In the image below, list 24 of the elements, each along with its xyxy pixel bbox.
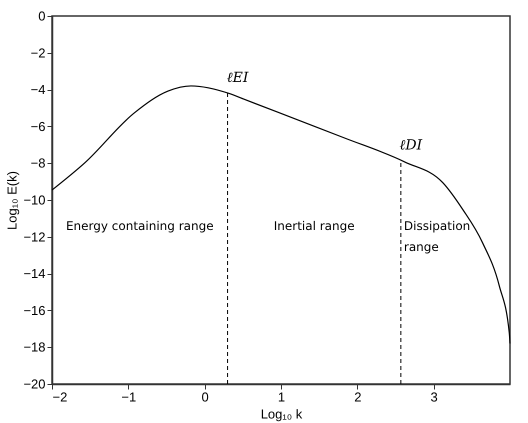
ref-line-label: ℓDI	[400, 137, 423, 154]
y-tick-label: −4	[30, 82, 46, 98]
y-tick-label: −14	[23, 266, 46, 282]
annotation: Inertial range	[274, 219, 355, 233]
x-tick-label: 2	[354, 390, 362, 404]
x-tick-label: 0	[202, 390, 209, 404]
x-tick-label: 3	[430, 390, 438, 404]
y-tick-label: −20	[23, 376, 46, 392]
y-tick-label: −18	[23, 340, 46, 355]
x-axis-title: Log₁₀ k	[260, 406, 303, 422]
y-tick-label: −8	[30, 156, 46, 171]
y-axis-title: Log₁₀ E(k)	[4, 171, 20, 230]
y-tick-label: −10	[23, 192, 46, 208]
y-tick-label: −6	[30, 118, 46, 134]
x-tick-label: −1	[121, 390, 136, 404]
y-tick-label: 0	[38, 8, 46, 24]
x-tick-label: −2	[52, 390, 68, 404]
ref-line-label: ℓEI	[226, 70, 249, 86]
y-tick-label: −2	[30, 45, 46, 60]
annotation: Dissipation range	[404, 219, 470, 254]
y-tick-label: −12	[23, 229, 46, 244]
x-tick-label: 1	[278, 390, 286, 404]
y-tick-label: −16	[23, 302, 46, 318]
annotation: Energy containing range	[66, 219, 214, 233]
